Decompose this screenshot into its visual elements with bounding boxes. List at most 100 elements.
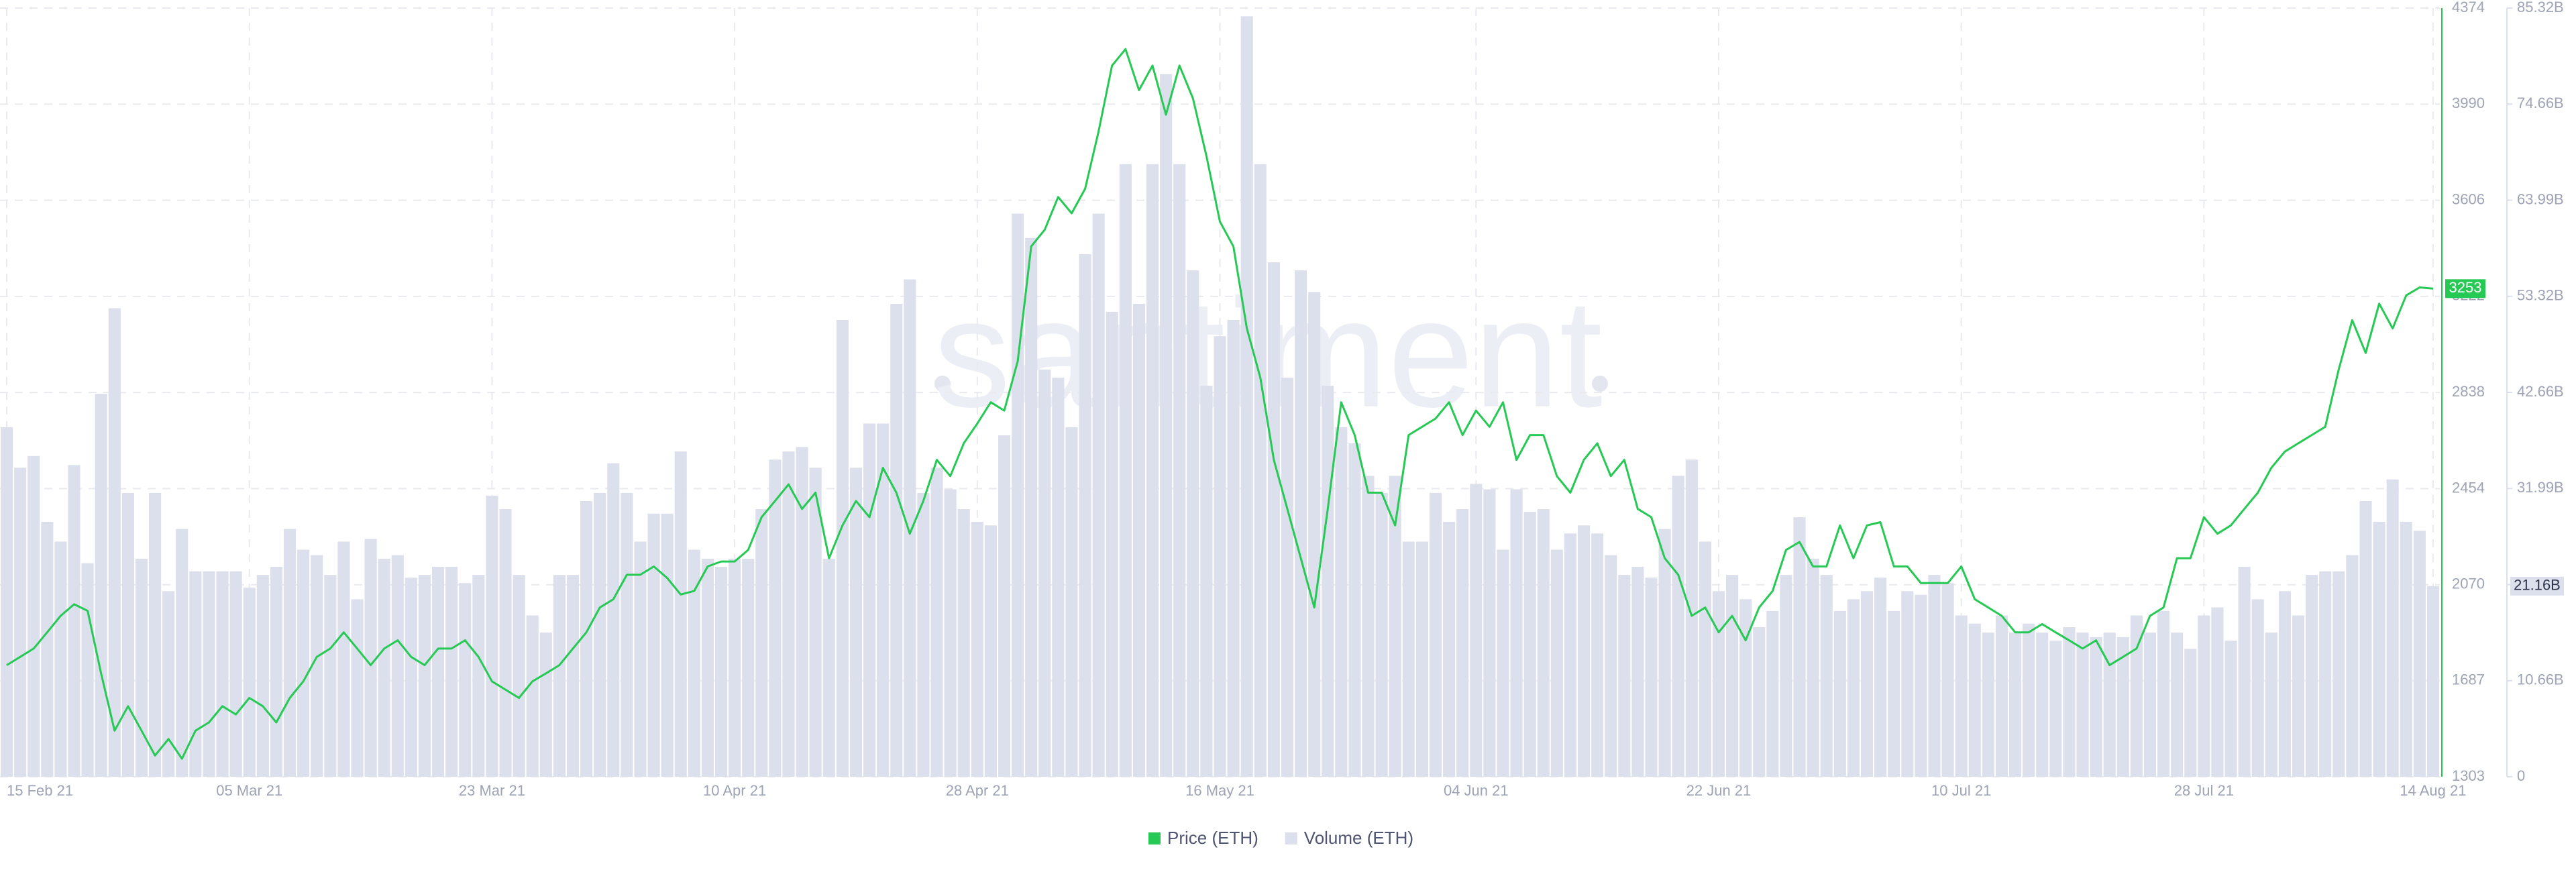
volume-bar [701,558,714,777]
y-tick-label: 1303 [2452,767,2485,784]
volume-bar [189,571,202,777]
volume-bar [2386,479,2399,777]
volume-bar [499,509,512,777]
volume-bar [2023,623,2035,777]
volume-bar [2157,610,2170,777]
volume-bar [432,567,445,777]
x-tick-label: 10 Jul 21 [1931,782,1991,799]
x-tick-label: 14 Aug 21 [2400,782,2466,799]
volume-bar [1038,369,1051,777]
volume-bar [1308,292,1321,777]
volume-bar [782,451,795,777]
volume-bar [14,468,27,777]
volume-bar [1443,521,1456,777]
volume-bar [1766,610,1779,777]
x-tick-label: 28 Jul 21 [2174,782,2234,799]
volume-bar [135,558,148,777]
volume-bar [405,578,417,777]
y2-tick-label: 10.66B [2517,671,2564,688]
volume-bar [1240,16,1253,777]
volume-bar [256,575,269,777]
volume-bar [2198,615,2210,777]
volume-bar [324,575,337,777]
volume-bar [1470,484,1483,777]
volume-bar [688,549,700,777]
volume-bar [2292,615,2305,777]
volume-bar [1753,627,1766,777]
volume-bar [2103,633,2116,777]
volume-bar [1577,525,1591,777]
price-line [6,48,2434,760]
volume-bar [176,529,189,777]
y2-tick-label: 31.99B [2517,479,2564,496]
y-tick-label: 4374 [2452,0,2485,15]
volume-bar [54,541,67,777]
volume-bar [1982,633,1994,777]
volume-bar [566,575,580,777]
x-tick-label: 05 Mar 21 [216,782,282,799]
volume-bar [2413,531,2426,777]
volume-bar [2265,633,2277,777]
volume-bar [1335,427,1348,777]
volume-bar [378,558,390,777]
volume-bar [769,459,782,777]
volume-bar [1591,533,1604,777]
volume-bar [1941,583,1954,777]
volume-bar [283,529,297,777]
volume-bar [1712,591,1725,777]
volume-bar [1402,541,1415,777]
volume-bar [1550,549,1563,777]
x-tick-label: 10 Apr 21 [703,782,766,799]
volume-bar [1510,489,1523,777]
volume-bar [1833,610,1846,777]
volume-bar [95,394,107,777]
volume-bar [1456,509,1469,777]
legend-label: Volume (ETH) [1304,828,1413,848]
volume-bar [1173,164,1186,777]
volume-bar [957,509,970,777]
y-tick-label: 2838 [2452,383,2485,400]
x-tick-label: 16 May 21 [1185,782,1254,799]
volume-bar [2278,591,2291,777]
volume-bar [809,468,822,777]
x-tick-label: 23 Mar 21 [459,782,525,799]
volume-bar [229,571,242,777]
volume-bar [2130,615,2143,777]
volume-bar [1605,555,1617,777]
volume-bar [674,451,687,777]
volume-bar [1523,512,1536,777]
y-tick-label: 3606 [2452,190,2485,207]
volume-bar [2346,555,2359,777]
price-tag [2445,279,2485,298]
x-tick-label: 28 Apr 21 [946,782,1009,799]
volume-bar [2238,567,2251,777]
volume-bar [68,465,80,777]
volume-bar [930,468,943,777]
volume-bar [539,633,552,777]
volume-bar [2036,633,2049,777]
volume-bar [1119,164,1132,777]
volume-bar [1564,533,1576,777]
volume-bar [1928,575,1941,777]
volume-bar [2008,633,2022,777]
y-tick-label: 2454 [2452,479,2485,496]
volume-bar [1631,567,1644,777]
volume-bar [836,320,849,777]
volume-bar [796,447,808,777]
volume-bar [1362,476,1375,777]
volume-bar [1187,270,1199,777]
volume-bar [1200,386,1213,777]
volume-bar [472,575,485,777]
volume-bar [486,495,498,777]
volume-bar [714,567,728,777]
volume-bar [1780,575,1792,777]
legend-swatch [1285,832,1297,844]
volume-bar [1106,311,1118,777]
volume-bar [149,492,162,777]
volume-bar [1227,320,1240,777]
volume-bar [445,567,458,777]
volume-bar [216,571,229,777]
volume-bar [2251,599,2264,777]
volume-bar [2049,641,2062,777]
